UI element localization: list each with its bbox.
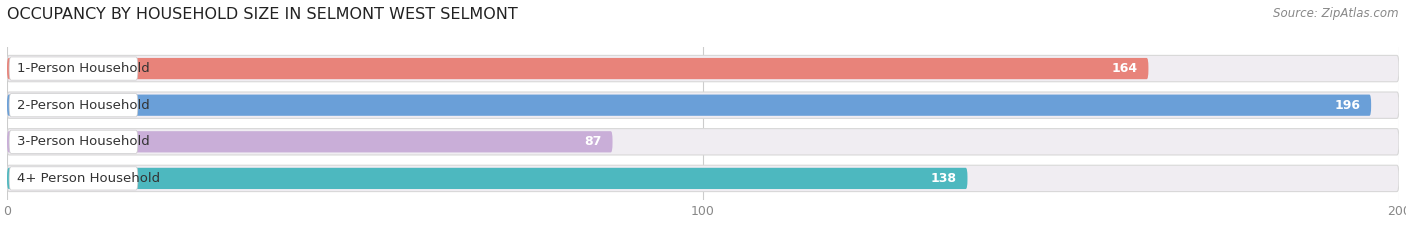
FancyBboxPatch shape — [8, 130, 138, 153]
Text: Source: ZipAtlas.com: Source: ZipAtlas.com — [1274, 7, 1399, 20]
Text: 196: 196 — [1334, 99, 1361, 112]
FancyBboxPatch shape — [7, 55, 1399, 82]
FancyBboxPatch shape — [8, 94, 138, 117]
Text: 138: 138 — [931, 172, 957, 185]
FancyBboxPatch shape — [7, 165, 1399, 192]
Text: OCCUPANCY BY HOUSEHOLD SIZE IN SELMONT WEST SELMONT: OCCUPANCY BY HOUSEHOLD SIZE IN SELMONT W… — [7, 7, 517, 22]
FancyBboxPatch shape — [7, 129, 1399, 155]
Text: 2-Person Household: 2-Person Household — [17, 99, 150, 112]
FancyBboxPatch shape — [7, 168, 967, 189]
Text: 3-Person Household: 3-Person Household — [17, 135, 150, 148]
FancyBboxPatch shape — [8, 57, 138, 80]
Text: 1-Person Household: 1-Person Household — [17, 62, 150, 75]
Text: 4+ Person Household: 4+ Person Household — [17, 172, 160, 185]
FancyBboxPatch shape — [7, 95, 1371, 116]
FancyBboxPatch shape — [7, 131, 613, 152]
Text: 87: 87 — [585, 135, 602, 148]
FancyBboxPatch shape — [8, 167, 138, 190]
Text: 164: 164 — [1112, 62, 1137, 75]
FancyBboxPatch shape — [7, 58, 1149, 79]
FancyBboxPatch shape — [7, 92, 1399, 118]
